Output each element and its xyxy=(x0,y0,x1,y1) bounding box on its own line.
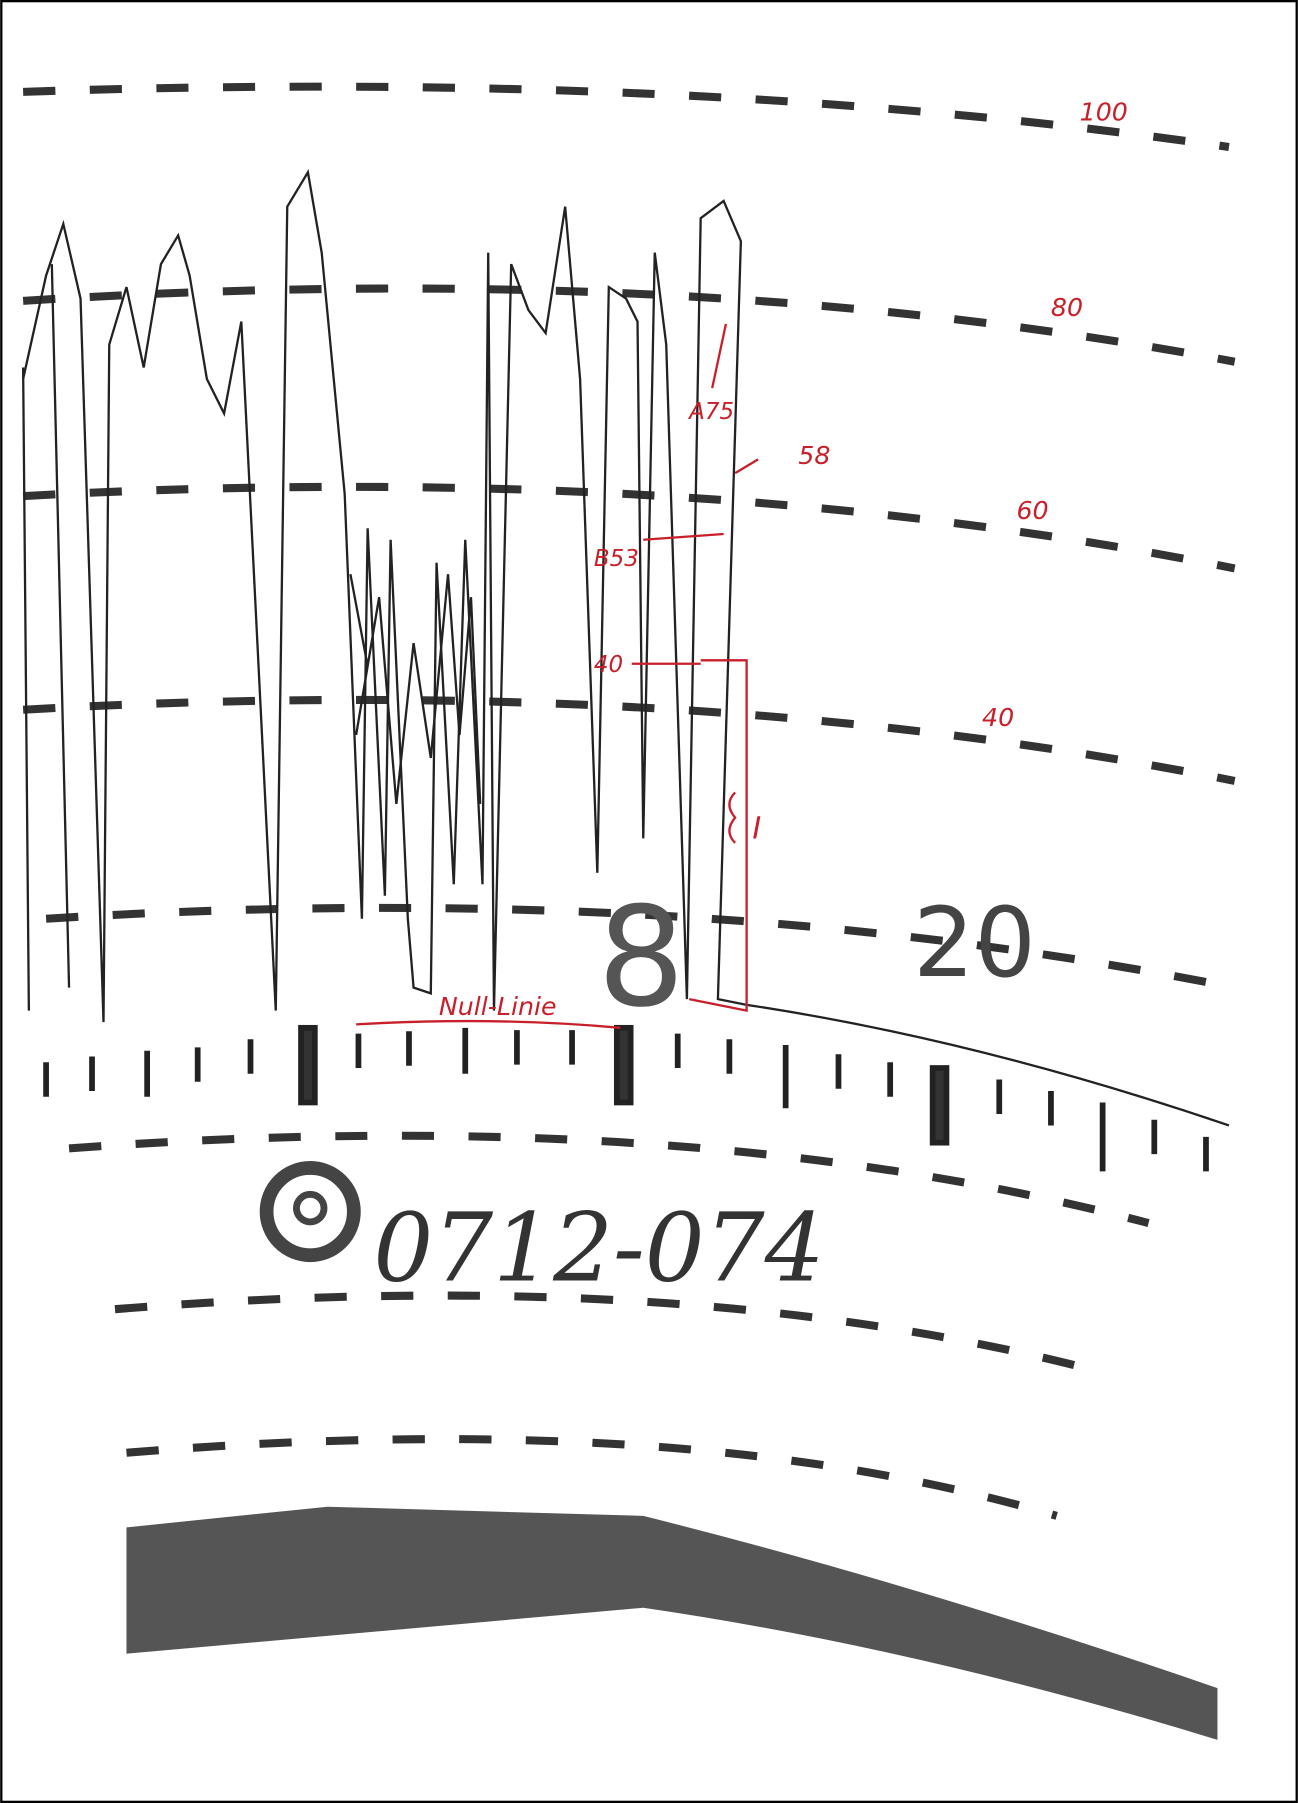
annotation: B53 xyxy=(594,546,639,572)
page: 100 80 60 40 20 8 A75 58 B53 40 I Null-L… xyxy=(0,0,1298,1803)
chart-id: 0712-074 xyxy=(373,1194,824,1303)
hour-mark: 8 xyxy=(597,878,685,1038)
annotation: A75 xyxy=(687,399,734,425)
annotation: 58 xyxy=(798,441,830,470)
annotation: I xyxy=(752,811,761,846)
tachograph-scan: 100 80 60 40 20 8 A75 58 B53 40 I Null-L… xyxy=(0,0,1298,1803)
hour-tick xyxy=(933,1068,947,1143)
hour-label: 20 xyxy=(913,886,1036,999)
hour-tick xyxy=(301,1028,315,1103)
scale-label: 40 xyxy=(982,703,1014,732)
annotation: 40 xyxy=(594,652,623,678)
scale-label: 80 xyxy=(1051,293,1083,322)
scale-label: 100 xyxy=(1080,98,1128,127)
hour-tick xyxy=(617,1028,631,1103)
scale-label: 60 xyxy=(1016,496,1048,525)
annotation: Null-Linie xyxy=(439,992,557,1021)
